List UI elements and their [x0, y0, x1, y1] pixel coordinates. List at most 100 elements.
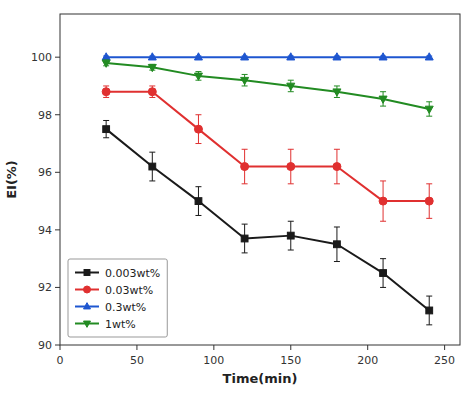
series [102, 53, 433, 60]
error-bar [426, 184, 432, 219]
x-tick-label: 0 [57, 354, 64, 367]
error-bar [426, 296, 432, 325]
point [102, 88, 110, 96]
error-bar [288, 149, 294, 184]
point [241, 235, 248, 242]
point [194, 125, 202, 133]
y-axis-title: EI(%) [4, 160, 19, 199]
series-line [106, 63, 429, 109]
legend-item: 0.003wt% [75, 267, 160, 280]
point [148, 53, 156, 60]
x-tick [136, 345, 137, 350]
x-tick [290, 345, 291, 350]
plot-frame [60, 14, 460, 345]
legend-item: 1wt% [75, 318, 136, 331]
y-tick-label: 94 [38, 224, 52, 237]
y-tick-label: 92 [38, 281, 52, 294]
error-bar [242, 149, 248, 184]
error-bar [380, 259, 386, 288]
legend-label: 0.3wt% [105, 301, 146, 314]
error-bar [334, 149, 340, 184]
error-bar [149, 152, 155, 181]
x-tick-label: 200 [357, 354, 378, 367]
legend-label: 1wt% [105, 318, 136, 331]
axes: 0 50 100 150 200 250 90 92 94 96 98 100 [31, 14, 460, 367]
point [102, 60, 110, 67]
point [334, 241, 341, 248]
point [103, 126, 110, 133]
legend-item: 0.3wt% [75, 301, 146, 314]
point [287, 163, 295, 171]
x-tick-label: 100 [203, 354, 224, 367]
point [194, 73, 202, 80]
point [333, 53, 341, 60]
y-tick [55, 172, 60, 173]
series [102, 60, 433, 116]
point [425, 197, 433, 205]
y-tick [55, 287, 60, 288]
x-tick [213, 345, 214, 350]
x-tick [60, 345, 61, 350]
point [380, 270, 387, 277]
y-tick-label: 100 [31, 51, 52, 64]
error-bar [103, 120, 109, 137]
legend-marker [84, 321, 91, 327]
x-tick-label: 150 [280, 354, 301, 367]
point [148, 88, 156, 96]
y-tick-label: 96 [38, 166, 52, 179]
error-bar [242, 224, 248, 253]
error-bar [103, 86, 109, 98]
point [425, 53, 433, 60]
error-bar [334, 86, 340, 98]
legend-marker [84, 270, 90, 276]
y-tick-label: 98 [38, 109, 52, 122]
series-line [106, 92, 429, 201]
error-bar [288, 80, 294, 92]
point [333, 89, 341, 96]
point [241, 53, 249, 60]
point [149, 163, 156, 170]
legend: 0.003wt% 0.03wt% 0.3wt% 1wt% [68, 259, 167, 337]
legend-label: 0.003wt% [105, 267, 160, 280]
error-bar [195, 115, 201, 144]
point [287, 232, 294, 239]
error-bar [149, 86, 155, 98]
error-bar [380, 92, 386, 106]
y-tick [55, 345, 60, 346]
point [287, 83, 295, 90]
data [102, 53, 433, 325]
error-bar [195, 72, 201, 81]
x-tick-label: 250 [434, 354, 455, 367]
y-tick [55, 229, 60, 230]
error-bar [242, 74, 248, 86]
point [426, 307, 433, 314]
legend-label: 0.03wt% [105, 284, 153, 297]
point [333, 163, 341, 171]
series [102, 86, 433, 221]
point [102, 53, 110, 60]
x-tick-label: 50 [130, 354, 144, 367]
point [241, 77, 249, 84]
error-bar [195, 187, 201, 216]
point [241, 163, 249, 171]
legend-item: 0.03wt% [75, 284, 153, 297]
background [0, 0, 474, 393]
point [148, 64, 156, 71]
y-tick-label: 90 [38, 339, 52, 352]
point [425, 106, 433, 113]
series [103, 120, 433, 324]
legend-marker [84, 286, 91, 293]
x-tick [444, 345, 445, 350]
point [195, 198, 202, 205]
point [379, 197, 387, 205]
y-tick [55, 57, 60, 58]
error-bar [380, 181, 386, 221]
point [287, 53, 295, 60]
error-bar [426, 102, 432, 116]
point [379, 53, 387, 60]
error-bar [334, 227, 340, 262]
point [379, 96, 387, 103]
legend-box [68, 259, 167, 337]
x-tick [367, 345, 368, 350]
legend-marker [84, 303, 91, 309]
